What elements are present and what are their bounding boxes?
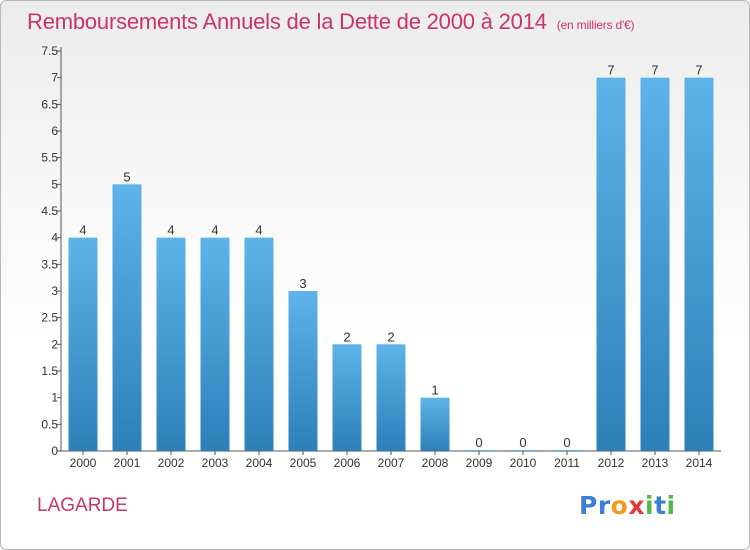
x-tick-label: 2014	[686, 456, 713, 470]
proxiti-logo: Proxiti	[579, 491, 676, 520]
x-axis: 2000 2001 2002 2003 2004 2005 2006 2007 2008 2009…	[61, 450, 721, 470]
bar-2001	[112, 184, 142, 452]
x-tick-label: 2009	[466, 456, 493, 470]
y-tick-label: 4	[51, 231, 58, 245]
x-tick-label: 2007	[378, 456, 405, 470]
chart-subtitle: (en milliers d'€)	[556, 18, 635, 32]
x-tick-label: 2013	[642, 456, 669, 470]
data-label-2009: 0	[475, 435, 482, 450]
logo-letter: t	[654, 491, 667, 520]
bar-2007	[376, 344, 406, 451]
y-tick-label: 2	[51, 337, 58, 351]
bar-2000	[68, 237, 98, 451]
bar-2003	[200, 237, 230, 451]
bar-2011	[552, 450, 582, 451]
x-tick-label: 2004	[246, 456, 273, 470]
logo-letter: P	[579, 491, 598, 520]
x-tick-label: 2010	[510, 456, 537, 470]
data-label-2005: 3	[299, 276, 306, 291]
bar-2005	[288, 291, 318, 451]
y-tick-label: 1	[51, 391, 58, 405]
bars	[68, 77, 714, 452]
y-tick-label: 5	[51, 177, 58, 191]
data-label-2011: 0	[563, 435, 570, 450]
x-tick-label: 2011	[554, 456, 580, 470]
logo-letter: i	[666, 491, 676, 520]
bar-2012	[596, 77, 626, 452]
data-label-2000: 4	[79, 223, 86, 238]
data-labels: 4 5 4 4 4 3 2 2 1 0 0 0 7 7 7	[79, 63, 702, 450]
y-tick-label: 0.5	[41, 417, 58, 431]
data-label-2012: 7	[607, 63, 614, 78]
x-tick-label: 2000	[70, 456, 97, 470]
x-tick-label: 2006	[334, 456, 361, 470]
y-tick-label: 7.5	[41, 44, 58, 58]
logo-letter: r	[597, 491, 611, 520]
data-label-2014: 7	[695, 63, 702, 78]
chart-title-text: Remboursements Annuels de la Dette de 20…	[27, 9, 547, 34]
y-axis: 0 0.5 1 1.5 2 2.5 3 3.5 4 4.5 5 5.5 6 6.5 7 7.5	[41, 44, 62, 458]
x-tick-label: 2008	[422, 456, 449, 470]
data-label-2008: 1	[431, 383, 438, 398]
x-tick-label: 2012	[598, 456, 625, 470]
y-tick-label: 3	[51, 284, 58, 298]
bar-2014	[684, 77, 714, 452]
x-tick-label: 2001	[114, 456, 141, 470]
bar-2013	[640, 77, 670, 452]
x-tick-label: 2005	[290, 456, 317, 470]
logo-letter: x	[628, 491, 645, 520]
x-tick-label: 2003	[202, 456, 229, 470]
data-label-2001: 5	[123, 169, 130, 184]
chart-title: Remboursements Annuels de la Dette de 20…	[27, 9, 635, 35]
y-tick-label: 6	[51, 124, 58, 138]
y-tick-label: 0	[51, 444, 58, 458]
data-label-2006: 2	[343, 329, 350, 344]
bar-2002	[156, 237, 186, 451]
y-tick-label: 6.5	[41, 97, 58, 111]
logo-letter: i	[645, 491, 655, 520]
bar-2008	[420, 397, 450, 451]
data-label-2013: 7	[651, 63, 658, 78]
y-tick-label: 4.5	[41, 204, 58, 218]
bar-2009	[464, 450, 494, 451]
bar-2006	[332, 344, 362, 451]
data-label-2010: 0	[519, 435, 526, 450]
data-label-2004: 4	[255, 223, 262, 238]
data-label-2002: 4	[167, 223, 174, 238]
y-tick-label: 7	[51, 71, 58, 85]
y-tick-label: 1.5	[41, 364, 58, 378]
y-tick-label: 5.5	[41, 151, 58, 165]
data-label-2003: 4	[211, 223, 218, 238]
commune-name: LAGARDE	[37, 495, 128, 516]
x-tick-label: 2002	[158, 456, 185, 470]
bar-2004	[244, 237, 274, 451]
y-tick-label: 2.5	[41, 311, 58, 325]
bar-2010	[508, 450, 538, 451]
y-tick-label: 3.5	[41, 257, 58, 271]
data-label-2007: 2	[387, 329, 394, 344]
logo-letter: o	[610, 491, 629, 520]
